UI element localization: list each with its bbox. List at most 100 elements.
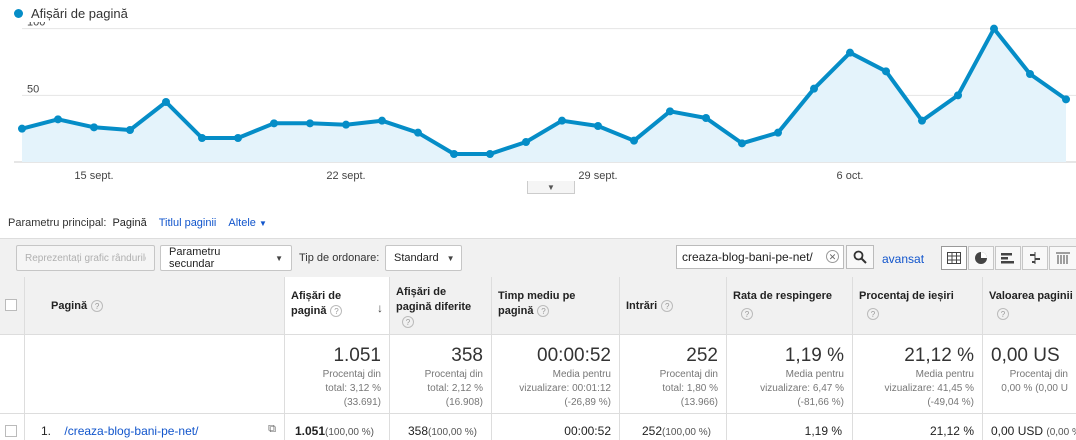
chart-point bbox=[414, 128, 422, 137]
chart-point bbox=[558, 116, 566, 125]
column-page-value[interactable]: Valoarea paginii? bbox=[982, 277, 1076, 334]
pageviews-chart[interactable]: 50 100 15 sept. 22 sept. 29 sept. 6 oct. bbox=[0, 22, 1076, 182]
chart-point bbox=[306, 119, 314, 128]
row-checkbox[interactable] bbox=[5, 425, 17, 437]
column-page[interactable]: Pagină? bbox=[24, 277, 284, 334]
dimension-more[interactable]: Altele ▼ bbox=[228, 217, 267, 229]
help-icon[interactable]: ? bbox=[402, 316, 414, 329]
help-icon[interactable]: ? bbox=[867, 308, 879, 320]
view-pivot-button[interactable] bbox=[1049, 246, 1076, 270]
chart-point bbox=[630, 136, 638, 145]
chart-point bbox=[1062, 95, 1070, 104]
row-exit-rate: 21,12 % bbox=[852, 414, 982, 440]
chart-point bbox=[450, 150, 458, 158]
legend-label: Afișări de pagină bbox=[31, 6, 128, 21]
column-unique-pageviews[interactable]: Afișări de pagină diferite? bbox=[389, 277, 491, 334]
help-icon[interactable]: ? bbox=[997, 308, 1009, 320]
sort-type-select[interactable]: Standard ▼ bbox=[385, 245, 462, 271]
table-row: 1. /creaza-blog-bani-pe-net/ ⧉ 1.051(100… bbox=[0, 414, 1076, 440]
column-entrances[interactable]: Intrări? bbox=[619, 277, 726, 334]
chart-point bbox=[18, 124, 26, 133]
plot-rows-button[interactable]: Reprezentați grafic rândurile bbox=[16, 245, 155, 271]
view-performance-button[interactable] bbox=[995, 246, 1021, 270]
totals-label-cell bbox=[24, 335, 284, 413]
chart-point bbox=[90, 123, 98, 132]
chart-area-fill bbox=[22, 28, 1066, 163]
row-index: 1. bbox=[41, 424, 52, 438]
chart-point bbox=[738, 139, 746, 148]
help-icon[interactable]: ? bbox=[330, 305, 343, 318]
chart-series-line bbox=[21, 26, 1068, 156]
pie-chart-icon bbox=[975, 252, 987, 264]
pivot-icon bbox=[1056, 252, 1070, 264]
primary-dimension-label: Parametru principal: bbox=[8, 217, 107, 229]
chart-point bbox=[702, 114, 710, 122]
sort-type-label: Tip de ordonare: bbox=[299, 252, 380, 264]
chart-points bbox=[18, 24, 1070, 158]
open-page-icon[interactable]: ⧉ bbox=[268, 423, 276, 435]
x-tick-label: 6 oct. bbox=[837, 170, 864, 182]
help-icon[interactable]: ? bbox=[537, 305, 550, 318]
column-bounce-rate[interactable]: Rata de respingere? bbox=[726, 277, 852, 334]
search-icon bbox=[853, 250, 867, 264]
advanced-filter-link[interactable]: avansat bbox=[882, 252, 925, 266]
chart-x-ticks: 15 sept. 22 sept. 29 sept. 6 oct. bbox=[74, 170, 863, 182]
chart-y-ticks: 50 100 bbox=[27, 22, 45, 95]
row-page-link[interactable]: /creaza-blog-bani-pe-net/ bbox=[64, 424, 199, 438]
row-avg-time: 00:00:52 bbox=[491, 414, 619, 440]
dimension-page-title[interactable]: Titlul paginii bbox=[158, 217, 217, 229]
chart-point bbox=[54, 115, 62, 124]
search-input[interactable]: creaza-blog-bani-pe-net/✕ bbox=[676, 245, 844, 269]
chart-point bbox=[234, 134, 242, 142]
total-unique-pageviews: 358 Procentaj din total: 2,12 % (16.908) bbox=[389, 335, 491, 413]
help-icon[interactable]: ? bbox=[91, 300, 104, 313]
chart-point bbox=[666, 107, 674, 116]
table-toolbar: Reprezentați grafic rândurile Parametru … bbox=[0, 238, 1076, 278]
row-bounce-rate: 1,19 % bbox=[726, 414, 852, 440]
grid-icon bbox=[947, 252, 961, 264]
chart-point bbox=[846, 48, 854, 57]
dimension-page[interactable]: Pagină bbox=[112, 217, 147, 229]
chart-point bbox=[378, 116, 386, 125]
chart-point bbox=[774, 128, 782, 137]
view-table-button[interactable] bbox=[941, 246, 967, 270]
primary-dimension-row: Parametru principal: Pagină Titlul pagin… bbox=[8, 217, 267, 229]
secondary-dimension-select[interactable]: Parametru secundar ▼ bbox=[160, 245, 292, 271]
view-pie-button[interactable] bbox=[968, 246, 994, 270]
total-pageviews: 1.051 Procentaj din total: 3,12 % (33.691) bbox=[284, 335, 389, 413]
help-icon[interactable]: ? bbox=[661, 300, 674, 313]
comparison-icon bbox=[1030, 252, 1040, 264]
table-header: Pagină? Afișări de pagină? ↓ Afișări de pag… bbox=[0, 277, 1076, 335]
select-all-checkbox[interactable] bbox=[5, 299, 17, 311]
search-button[interactable] bbox=[846, 245, 874, 269]
x-tick-label: 29 sept. bbox=[578, 170, 617, 182]
bar-chart-icon bbox=[1001, 253, 1014, 264]
chart-point bbox=[342, 120, 350, 129]
collapse-chart-toggle[interactable]: ▼ bbox=[527, 181, 575, 194]
chart-point bbox=[486, 150, 494, 158]
x-tick-label: 15 sept. bbox=[74, 170, 113, 182]
chart-point bbox=[162, 98, 170, 106]
y-tick-label: 50 bbox=[27, 83, 39, 95]
column-pageviews[interactable]: Afișări de pagină? ↓ bbox=[284, 277, 389, 334]
total-bounce-rate: 1,19 % Media pentru vizualizare: 6,47 % (-… bbox=[726, 335, 852, 413]
chart-point bbox=[882, 67, 890, 76]
chart-point bbox=[990, 24, 998, 33]
column-avg-time[interactable]: Timp mediu pe pagină? bbox=[491, 277, 619, 334]
chart-point bbox=[126, 126, 134, 134]
chart-point bbox=[810, 84, 818, 93]
chart-point bbox=[594, 122, 602, 130]
help-icon[interactable]: ? bbox=[741, 308, 753, 320]
chart-legend: Afișări de pagină bbox=[14, 6, 128, 21]
x-tick-label: 22 sept. bbox=[326, 170, 365, 182]
column-exit-rate[interactable]: Procentaj de ieșiri? bbox=[852, 277, 982, 334]
total-exit-rate: 21,12 % Media pentru vizualizare: 41,45 %… bbox=[852, 335, 982, 413]
chart-point bbox=[198, 134, 206, 142]
view-comparison-button[interactable] bbox=[1022, 246, 1048, 270]
sort-down-arrow-icon: ↓ bbox=[377, 301, 383, 315]
y-tick-label: 100 bbox=[27, 22, 45, 29]
chevron-down-icon: ▼ bbox=[275, 253, 283, 263]
chart-point bbox=[522, 138, 530, 146]
clear-icon[interactable]: ✕ bbox=[826, 250, 839, 263]
row-page-value: 0,00 USD (0,00 %) bbox=[982, 414, 1076, 440]
